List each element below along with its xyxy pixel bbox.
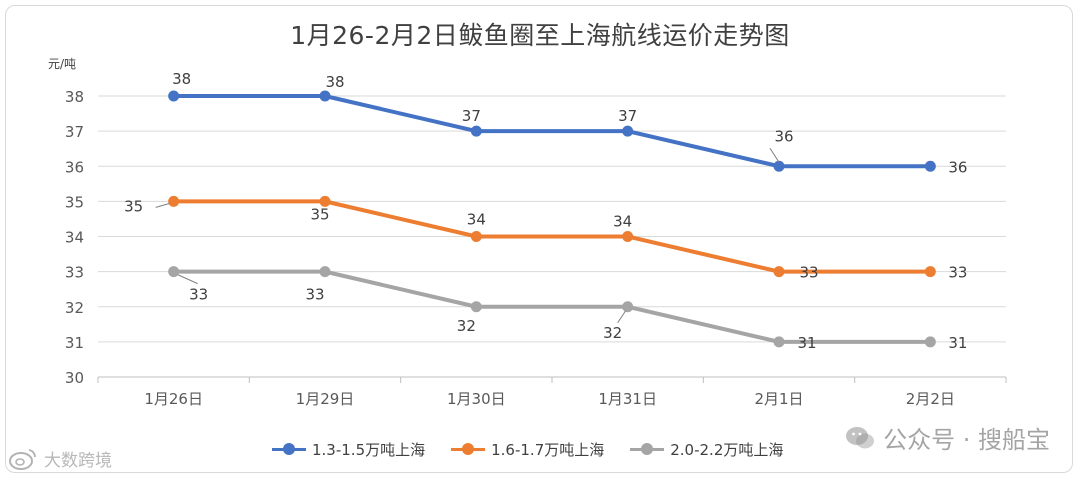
data-label-series-3: 33 [189,286,208,304]
data-point-series-3 [470,301,482,313]
data-label-series-2: 34 [613,213,632,231]
legend-label-series-3: 2.0-2.2万吨上海 [670,440,784,459]
wechat-icon [846,426,875,448]
chart-frame [5,5,1073,473]
label-leader-line [177,274,198,285]
data-label-series-1: 37 [618,107,637,125]
legend-item-series-1: 1.3-1.5万吨上海 [272,439,425,460]
x-tick-label: 1月30日 [447,390,506,408]
legend-key-series-2 [451,443,486,455]
y-axis-unit: 元/吨 [48,57,77,71]
data-point-series-1 [470,125,482,137]
data-label-series-1: 38 [325,73,344,91]
data-label-series-3: 32 [457,317,476,335]
data-label-series-3: 31 [948,334,967,352]
y-tick-label: 33 [65,264,84,282]
watermark-left-text: 大数跨境 [44,451,112,471]
data-label-series-2: 33 [948,264,967,282]
data-point-series-2 [924,266,936,278]
legend-key-series-1 [272,443,306,455]
y-tick-label: 30 [65,369,84,387]
y-tick-label: 38 [65,88,84,106]
data-point-series-1 [773,160,785,172]
data-label-series-2: 35 [124,197,143,215]
data-point-series-3 [319,266,331,278]
series-line-1 [171,94,933,169]
legend-label-series-1: 1.3-1.5万吨上海 [312,440,426,459]
x-tick-label: 1月29日 [296,390,355,408]
data-point-series-2 [168,195,180,207]
data-label-series-2: 33 [799,264,818,282]
watermark-official-account: 公众号 · 搜船宝 [845,420,1050,455]
series-line-3 [171,269,933,344]
legend-item-series-3: 2.0-2.2万吨上海 [630,439,783,460]
label-leader-line [155,202,170,208]
data-label-series-2: 34 [467,211,486,229]
data-label-series-2: 35 [310,205,329,223]
data-point-series-3 [168,266,180,278]
data-point-series-1 [622,125,634,137]
legend-label-series-2: 1.6-1.7万吨上海 [491,440,605,459]
watermark-right-text: 公众号 · 搜船宝 [883,426,1050,454]
data-point-series-3 [924,336,936,348]
chart-title: 1月26-2月2日鲅鱼圈至上海航线运价走势图 [290,21,790,50]
data-label-series-3: 33 [305,286,324,304]
watermark-source: 大数跨境 [8,446,112,471]
data-label-series-1: 36 [948,158,967,176]
data-label-series-1: 37 [462,107,481,125]
data-label-series-3: 31 [797,334,816,352]
data-point-series-1 [924,160,936,172]
data-point-series-2 [773,266,785,278]
y-tick-label: 36 [65,158,84,176]
legend-item-series-2: 1.6-1.7万吨上海 [451,439,604,460]
label-leader-line [617,310,627,324]
x-tick-label: 1月31日 [598,390,657,408]
data-point-series-2 [470,231,482,242]
y-tick-label: 35 [65,193,84,211]
data-point-series-3 [773,336,785,348]
legend: 1.3-1.5万吨上海 1.6-1.7万吨上海 2.0-2.2万吨上海 [272,438,783,460]
label-leader-line [769,147,780,163]
weibo-icon [9,448,36,470]
data-point-series-2 [319,195,331,207]
x-tick-label: 1月26日 [144,390,203,408]
data-label-series-1: 38 [172,70,191,88]
y-tick-label: 32 [65,299,84,317]
x-tick-label: 2月1日 [754,390,803,408]
data-point-series-1 [319,90,331,102]
data-point-series-2 [622,231,634,242]
data-label-series-1: 36 [774,127,793,145]
y-tick-label: 31 [65,334,84,352]
data-point-series-1 [168,90,180,102]
y-tick-label: 34 [65,229,84,247]
legend-key-series-3 [630,443,665,455]
y-tick-label: 37 [65,123,84,141]
data-label-series-3: 32 [603,324,622,342]
data-point-series-3 [622,301,634,313]
x-tick-label: 2月2日 [906,390,955,408]
series-line-2 [171,199,933,274]
